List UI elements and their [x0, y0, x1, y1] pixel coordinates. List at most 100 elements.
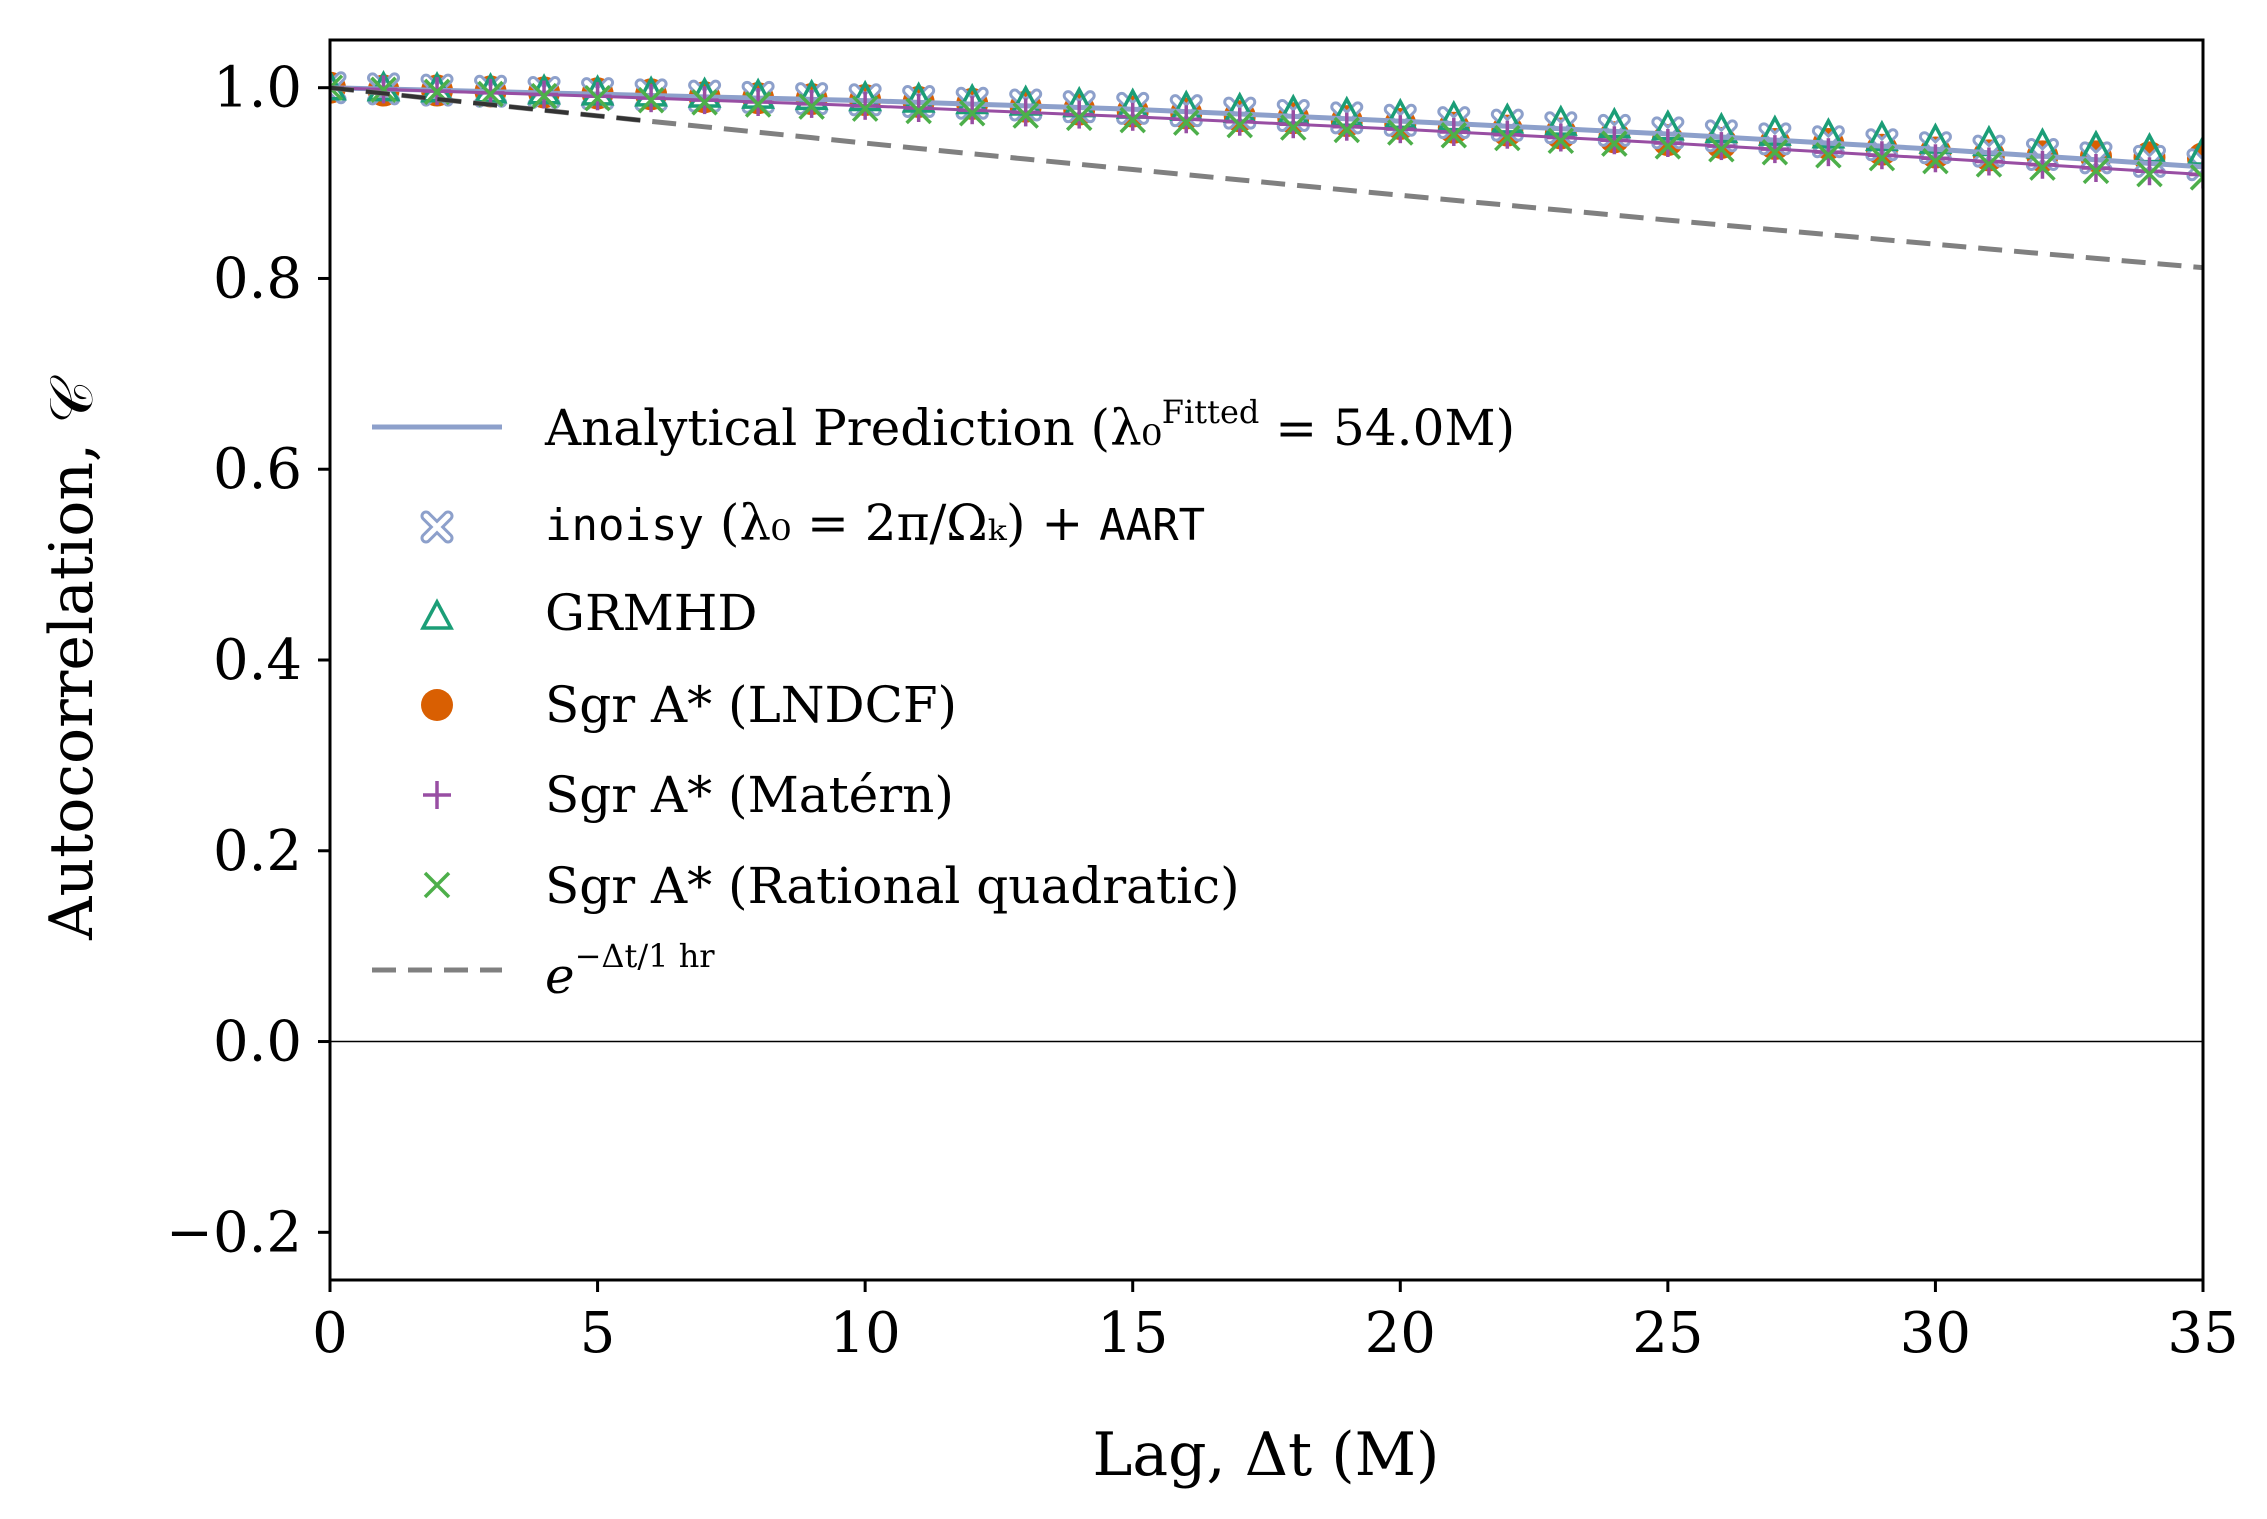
legend-analytical-main: Analytical Prediction (λ₀	[544, 399, 1162, 457]
data-point	[637, 87, 665, 114]
legend-swatch-inoisy	[420, 510, 454, 544]
data-point	[851, 95, 879, 122]
x-tick-label: 0	[312, 1301, 348, 1366]
y-tick-label: 0.0	[213, 1010, 302, 1075]
legend-inoisy-formula: (λ₀ = 2π/Ωₖ) +	[704, 494, 1099, 552]
data-point	[1065, 100, 1094, 129]
x-tick-label: 15	[1097, 1301, 1168, 1366]
data-point	[1868, 144, 1896, 172]
data-point	[1280, 114, 1307, 141]
data-point	[1921, 144, 1950, 173]
data-point	[1922, 147, 1949, 175]
data-point	[1332, 112, 1361, 141]
data-point	[1654, 133, 1682, 160]
data-point	[691, 89, 718, 116]
legend-marker	[423, 871, 451, 899]
data-point	[2081, 154, 2110, 183]
legend-swatch-ratquad	[423, 871, 451, 899]
legend-label-analytical: Analytical Prediction (λ₀Fitted = 54.0M)	[544, 393, 1515, 457]
y-tick-label: 0.2	[213, 819, 302, 884]
data-point	[1226, 111, 1253, 139]
x-tick-label: 10	[830, 1301, 901, 1366]
legend-inoisy-aart: AART	[1099, 500, 1205, 551]
data-series	[330, 69, 2203, 271]
legend-label-ratquad: Sgr A* (Rational quadratic)	[545, 857, 1240, 915]
legend-inoisy-code: inoisy	[545, 500, 704, 551]
x-tick-label: 30	[1900, 1301, 1971, 1366]
data-point	[1707, 132, 1736, 161]
data-point	[905, 97, 932, 125]
data-point	[1440, 122, 1468, 149]
legend-swatch-matern	[423, 781, 451, 809]
x-axis-title: Lag, Δt (M)	[1093, 1420, 1440, 1490]
x-tick-label: 25	[1632, 1301, 1703, 1366]
data-point	[2136, 160, 2163, 188]
y-axis-title: Autocorrelation, 𝒞	[37, 375, 107, 941]
data-point	[1011, 98, 1040, 127]
y-tick-label: 0.8	[213, 246, 302, 311]
legend-exp-sup: −Δt/1 hr	[575, 937, 716, 975]
data-point	[1653, 129, 1682, 158]
legend-label-inoisy: inoisy (λ₀ = 2π/Ωₖ) + AART	[545, 494, 1205, 552]
data-point	[1118, 102, 1147, 131]
series-analytical-prediction	[330, 85, 2203, 170]
series-line	[330, 85, 2203, 170]
data-point	[958, 96, 987, 125]
data-point	[1975, 151, 2003, 178]
data-point	[1225, 107, 1254, 136]
data-point	[330, 74, 344, 101]
data-point	[1172, 109, 1200, 136]
data-point	[584, 84, 611, 112]
data-point	[1333, 116, 1361, 144]
legend-analytical-tail: = 54.0M)	[1259, 399, 1515, 457]
axis-ticks: 0 5 10 15 20 25 30 35 −0.2 0.0 0.2 0.4 0.6 0.8 1.0	[166, 56, 2239, 1366]
data-point	[1172, 105, 1201, 134]
series-sgr-a-mat-rn-	[330, 73, 2203, 189]
data-point	[2186, 134, 2203, 166]
legend-analytical-sup: Fitted	[1162, 393, 1260, 431]
data-point	[904, 94, 933, 123]
y-tick-label: 1.0	[213, 56, 302, 121]
data-point	[1815, 141, 1842, 169]
legend-swatch-grmhd	[420, 598, 454, 630]
data-point	[1279, 110, 1308, 139]
data-point	[370, 76, 397, 104]
data-point	[744, 91, 772, 118]
data-point	[2082, 157, 2110, 185]
data-point	[1065, 104, 1093, 132]
data-point	[1600, 126, 1629, 155]
series-line-overlap	[330, 85, 652, 124]
legend-label-grmhd: GRMHD	[545, 584, 757, 642]
data-point	[1974, 147, 2003, 176]
data-point	[744, 88, 773, 116]
data-point	[851, 91, 880, 120]
legend-marker	[421, 689, 453, 721]
data-point	[1494, 124, 1521, 152]
data-point	[1708, 136, 1735, 163]
data-point	[1546, 123, 1575, 152]
y-tick-label: 0.4	[213, 628, 302, 693]
legend-label-lndcf: Sgr A* (LNDCF)	[545, 676, 957, 734]
x-tick-label: 5	[580, 1301, 616, 1366]
legend-exp-base: e	[545, 947, 575, 1005]
data-point	[1387, 119, 1414, 146]
data-point	[1493, 120, 1522, 149]
series-sgr-a-rational-quadratic-	[330, 74, 2203, 191]
plot-frame	[328, 38, 2205, 1282]
legend-marker	[423, 781, 451, 809]
legend: Analytical Prediction (λ₀Fitted = 54.0M)…	[372, 393, 1515, 1005]
x-tick-label: 35	[2167, 1301, 2238, 1366]
data-point	[958, 100, 986, 127]
legend-swatch-lndcf	[421, 689, 453, 721]
data-point	[1439, 117, 1468, 146]
y-tick-label: −0.2	[166, 1200, 302, 1265]
legend-marker	[420, 598, 454, 630]
data-point	[797, 89, 826, 118]
legend-label-exp: e−Δt/1 hr	[545, 937, 715, 1005]
data-point	[530, 82, 558, 110]
data-point	[1547, 127, 1575, 155]
data-point	[798, 93, 825, 120]
data-point	[2029, 154, 2056, 181]
